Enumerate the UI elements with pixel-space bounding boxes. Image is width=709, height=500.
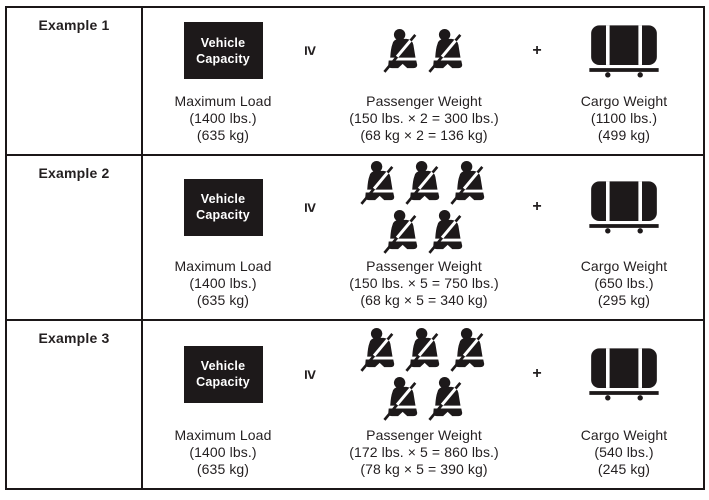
passenger-seatbelt-icon (383, 376, 421, 422)
greater-equal-symbol: ≥ (301, 202, 321, 212)
maximum-load-text: Maximum Load (1400 lbs.) (635 kg) (175, 93, 272, 154)
cargo-weight-text: Cargo Weight (540 lbs.) (245 kg) (581, 427, 668, 488)
passenger-seatbelt-icon (383, 209, 421, 255)
maximum-load-column: Vehicle Capacity Maximum Load (1400 lbs.… (145, 156, 301, 319)
cargo-weight-column: Cargo Weight (540 lbs.) (245 kg) (547, 321, 701, 488)
maximum-load-title: Maximum Load (174, 427, 272, 443)
maximum-load-lbs: (1400 lbs.) (189, 444, 257, 460)
vehicle-capacity-line2: Capacity (196, 51, 250, 66)
vehicle-capacity-line2: Capacity (196, 375, 250, 389)
example-row-2: Example 2 Vehicle Capacity Maximum Load … (7, 154, 703, 319)
example-3-content: Vehicle Capacity Maximum Load (1400 lbs.… (143, 321, 703, 488)
passenger-weight-lbs: (150 lbs. × 5 = 750 lbs.) (349, 275, 499, 291)
passenger-weight-text: Passenger Weight (150 lbs. × 5 = 750 lbs… (349, 258, 499, 319)
ge-symbol-column: ≥ (301, 156, 321, 319)
maximum-load-title: Maximum Load (174, 93, 272, 109)
passenger-weight-title: Passenger Weight (366, 427, 482, 443)
cargo-weight-title: Cargo Weight (580, 93, 668, 109)
passenger-weight-title: Passenger Weight (366, 93, 482, 109)
passenger-weight-kg: (68 kg × 5 = 340 kg) (360, 292, 488, 308)
cargo-weight-title: Cargo Weight (580, 427, 668, 443)
passenger-weight-column: Passenger Weight (172 lbs. × 5 = 860 lbs… (321, 321, 527, 488)
passenger-weight-column: Passenger Weight (150 lbs. × 2 = 300 lbs… (321, 8, 527, 154)
vehicle-capacity-line2: Capacity (196, 208, 250, 222)
example-1-label: Example 1 (7, 8, 143, 154)
passenger-weight-lbs: (172 lbs. × 5 = 860 lbs.) (349, 444, 499, 460)
passenger-seatbelt-icon (450, 327, 488, 373)
vehicle-capacity-box: Vehicle Capacity (183, 345, 263, 403)
cargo-luggage-cart-icon (588, 24, 660, 78)
maximum-load-kg: (635 kg) (196, 127, 250, 143)
maximum-load-column: Vehicle Capacity Maximum Load (1400 lbs.… (145, 321, 301, 488)
cargo-weight-kg: (295 kg) (597, 292, 651, 308)
vehicle-capacity-line1: Vehicle (200, 359, 246, 373)
plus-symbol: + (532, 365, 542, 382)
cargo-luggage-cart-icon (588, 347, 660, 401)
maximum-load-lbs: (1400 lbs.) (189, 110, 257, 126)
maximum-load-kg: (635 kg) (196, 292, 250, 308)
passenger-seatbelt-icon (360, 160, 398, 206)
cargo-weight-text: Cargo Weight (650 lbs.) (295 kg) (581, 258, 668, 319)
cargo-weight-text: Cargo Weight (1100 lbs.) (499 kg) (581, 93, 668, 154)
cargo-weight-lbs: (540 lbs.) (594, 444, 654, 460)
passenger-icon-group (360, 327, 488, 422)
plus-symbol-column: + (527, 321, 547, 488)
cargo-weight-title: Cargo Weight (580, 258, 668, 274)
plus-symbol: + (532, 41, 542, 59)
passenger-weight-text: Passenger Weight (150 lbs. × 2 = 300 lbs… (349, 93, 499, 154)
cargo-weight-column: Cargo Weight (650 lbs.) (295 kg) (547, 156, 701, 319)
passenger-seatbelt-icon (360, 327, 398, 373)
plus-symbol-column: + (527, 8, 547, 154)
example-1-content: Vehicle Capacity Maximum Load (1400 lbs.… (143, 8, 703, 154)
passenger-icon-group (360, 160, 488, 255)
maximum-load-title: Maximum Load (174, 258, 272, 274)
ge-symbol-column: ≥ (301, 321, 321, 488)
load-capacity-examples-table: Example 1 Vehicle Capacity Maximum Load … (5, 6, 705, 490)
passenger-seatbelt-icon (405, 160, 443, 206)
cargo-luggage-cart-icon (588, 180, 660, 234)
maximum-load-column: Vehicle Capacity Maximum Load (1400 lbs.… (145, 8, 301, 154)
example-row-1: Example 1 Vehicle Capacity Maximum Load … (7, 8, 703, 154)
cargo-weight-lbs: (650 lbs.) (594, 275, 654, 291)
passenger-weight-title: Passenger Weight (366, 258, 482, 274)
passenger-weight-column: Passenger Weight (150 lbs. × 5 = 750 lbs… (321, 156, 527, 319)
passenger-weight-lbs: (150 lbs. × 2 = 300 lbs.) (349, 110, 499, 126)
maximum-load-text: Maximum Load (1400 lbs.) (635 kg) (175, 427, 272, 488)
example-row-3: Example 3 Vehicle Capacity Maximum Load … (7, 319, 703, 488)
passenger-weight-kg: (68 kg × 2 = 136 kg) (360, 127, 488, 143)
passenger-icon-group (383, 28, 466, 74)
maximum-load-text: Maximum Load (1400 lbs.) (635 kg) (175, 258, 272, 319)
example-3-label: Example 3 (7, 321, 143, 488)
plus-symbol: + (532, 198, 542, 215)
cargo-weight-kg: (499 kg) (597, 127, 651, 143)
passenger-seatbelt-icon (428, 376, 466, 422)
maximum-load-kg: (635 kg) (196, 461, 250, 477)
example-2-content: Vehicle Capacity Maximum Load (1400 lbs.… (143, 156, 703, 319)
vehicle-capacity-line1: Vehicle (200, 35, 246, 50)
plus-symbol-column: + (527, 156, 547, 319)
ge-symbol-column: ≥ (301, 8, 321, 154)
example-2-label: Example 2 (7, 156, 143, 319)
passenger-seatbelt-icon (428, 28, 466, 74)
passenger-seatbelt-icon (450, 160, 488, 206)
passenger-seatbelt-icon (428, 209, 466, 255)
maximum-load-lbs: (1400 lbs.) (189, 275, 257, 291)
vehicle-capacity-box: Vehicle Capacity (183, 178, 263, 236)
passenger-weight-kg: (78 kg × 5 = 390 kg) (360, 461, 488, 477)
greater-equal-symbol: ≥ (301, 45, 321, 56)
passenger-weight-text: Passenger Weight (172 lbs. × 5 = 860 lbs… (349, 427, 499, 488)
cargo-weight-lbs: (1100 lbs.) (590, 110, 658, 126)
cargo-weight-kg: (245 kg) (597, 461, 651, 477)
vehicle-capacity-box: Vehicle Capacity (183, 22, 263, 79)
passenger-seatbelt-icon (405, 327, 443, 373)
passenger-seatbelt-icon (383, 28, 421, 74)
cargo-weight-column: Cargo Weight (1100 lbs.) (499 kg) (547, 8, 701, 154)
greater-equal-symbol: ≥ (301, 369, 321, 379)
vehicle-capacity-line1: Vehicle (200, 192, 246, 206)
